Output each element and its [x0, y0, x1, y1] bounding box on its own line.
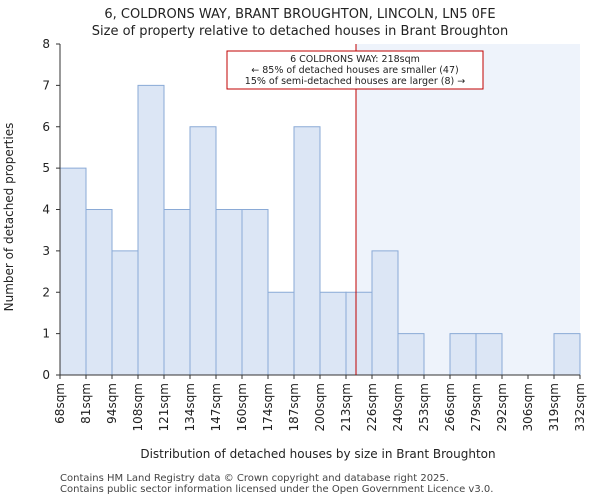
x-tick-label: 279sqm — [469, 383, 483, 431]
x-tick-label: 108sqm — [131, 383, 145, 431]
y-tick-label: 8 — [42, 37, 50, 51]
footer-line-2: Contains public sector information licen… — [60, 484, 494, 495]
bar-160sqm — [241, 209, 269, 376]
x-tick-label: 292sqm — [495, 383, 509, 431]
y-axis-label: Number of detached properties — [2, 123, 16, 312]
bar-226sqm — [371, 250, 399, 376]
bar-266sqm — [449, 333, 477, 376]
bar-68sqm — [59, 167, 87, 376]
x-tick-label: 134sqm — [183, 383, 197, 431]
x-tick-label: 68sqm — [53, 383, 67, 424]
bars-group — [59, 84, 581, 376]
footer-line-1: Contains HM Land Registry data © Crown c… — [60, 473, 449, 484]
y-tick-label: 2 — [42, 285, 50, 299]
bar-174sqm — [267, 291, 295, 376]
bar-279sqm — [475, 333, 503, 376]
chart-title: 6, COLDRONS WAY, BRANT BROUGHTON, LINCOL… — [104, 7, 495, 22]
y-tick-label: 5 — [42, 161, 50, 175]
x-ticks-group: 68sqm 81sqm 94sqm 108sqm 121sqm 134sqm 147sqm 1… — [53, 375, 587, 431]
x-tick-label: 332sqm — [573, 383, 587, 431]
annotation-line-2: ← 85% of detached houses are smaller (47… — [251, 65, 458, 76]
x-tick-label: 81sqm — [79, 383, 93, 424]
x-tick-label: 266sqm — [443, 383, 457, 431]
x-tick-label: 253sqm — [417, 383, 431, 431]
x-tick-label: 226sqm — [365, 383, 379, 431]
x-tick-label: 160sqm — [235, 383, 249, 431]
y-tick-label: 7 — [42, 78, 50, 92]
y-ticks-group: 0 1 2 3 4 5 6 7 8 — [42, 37, 60, 382]
bar-240sqm — [397, 333, 425, 376]
bar-81sqm — [85, 209, 113, 376]
bar-200sqm — [319, 291, 347, 376]
bar-134sqm — [189, 126, 217, 376]
bar-319sqm — [553, 333, 581, 376]
bar-187sqm — [293, 126, 321, 376]
x-tick-label: 174sqm — [261, 383, 275, 431]
bar-108sqm — [137, 84, 165, 376]
y-tick-label: 3 — [42, 244, 50, 258]
x-tick-label: 319sqm — [547, 383, 561, 431]
x-tick-label: 200sqm — [313, 383, 327, 431]
x-tick-label: 94sqm — [105, 383, 119, 424]
x-tick-label: 187sqm — [287, 383, 301, 431]
annotation-box — [226, 50, 484, 90]
bar-213sqm — [345, 291, 373, 376]
bar-147sqm — [215, 209, 243, 376]
x-axis-label: Distribution of detached houses by size … — [140, 447, 495, 461]
x-tick-label: 213sqm — [339, 383, 353, 431]
annotation-line-1: 6 COLDRONS WAY: 218sqm — [290, 54, 420, 65]
chart-subtitle: Size of property relative to detached ho… — [92, 24, 508, 39]
bar-94sqm — [111, 250, 139, 376]
x-tick-label: 121sqm — [157, 383, 171, 431]
y-tick-label: 0 — [42, 368, 50, 382]
y-tick-label: 1 — [42, 327, 50, 341]
annotation-line-3: 15% of semi-detached houses are larger (… — [245, 76, 465, 87]
x-tick-label: 240sqm — [391, 383, 405, 431]
y-tick-label: 4 — [42, 203, 50, 217]
x-tick-label: 147sqm — [209, 383, 223, 431]
y-tick-label: 6 — [42, 120, 50, 134]
x-tick-label: 306sqm — [521, 383, 535, 431]
bar-121sqm — [163, 209, 191, 376]
